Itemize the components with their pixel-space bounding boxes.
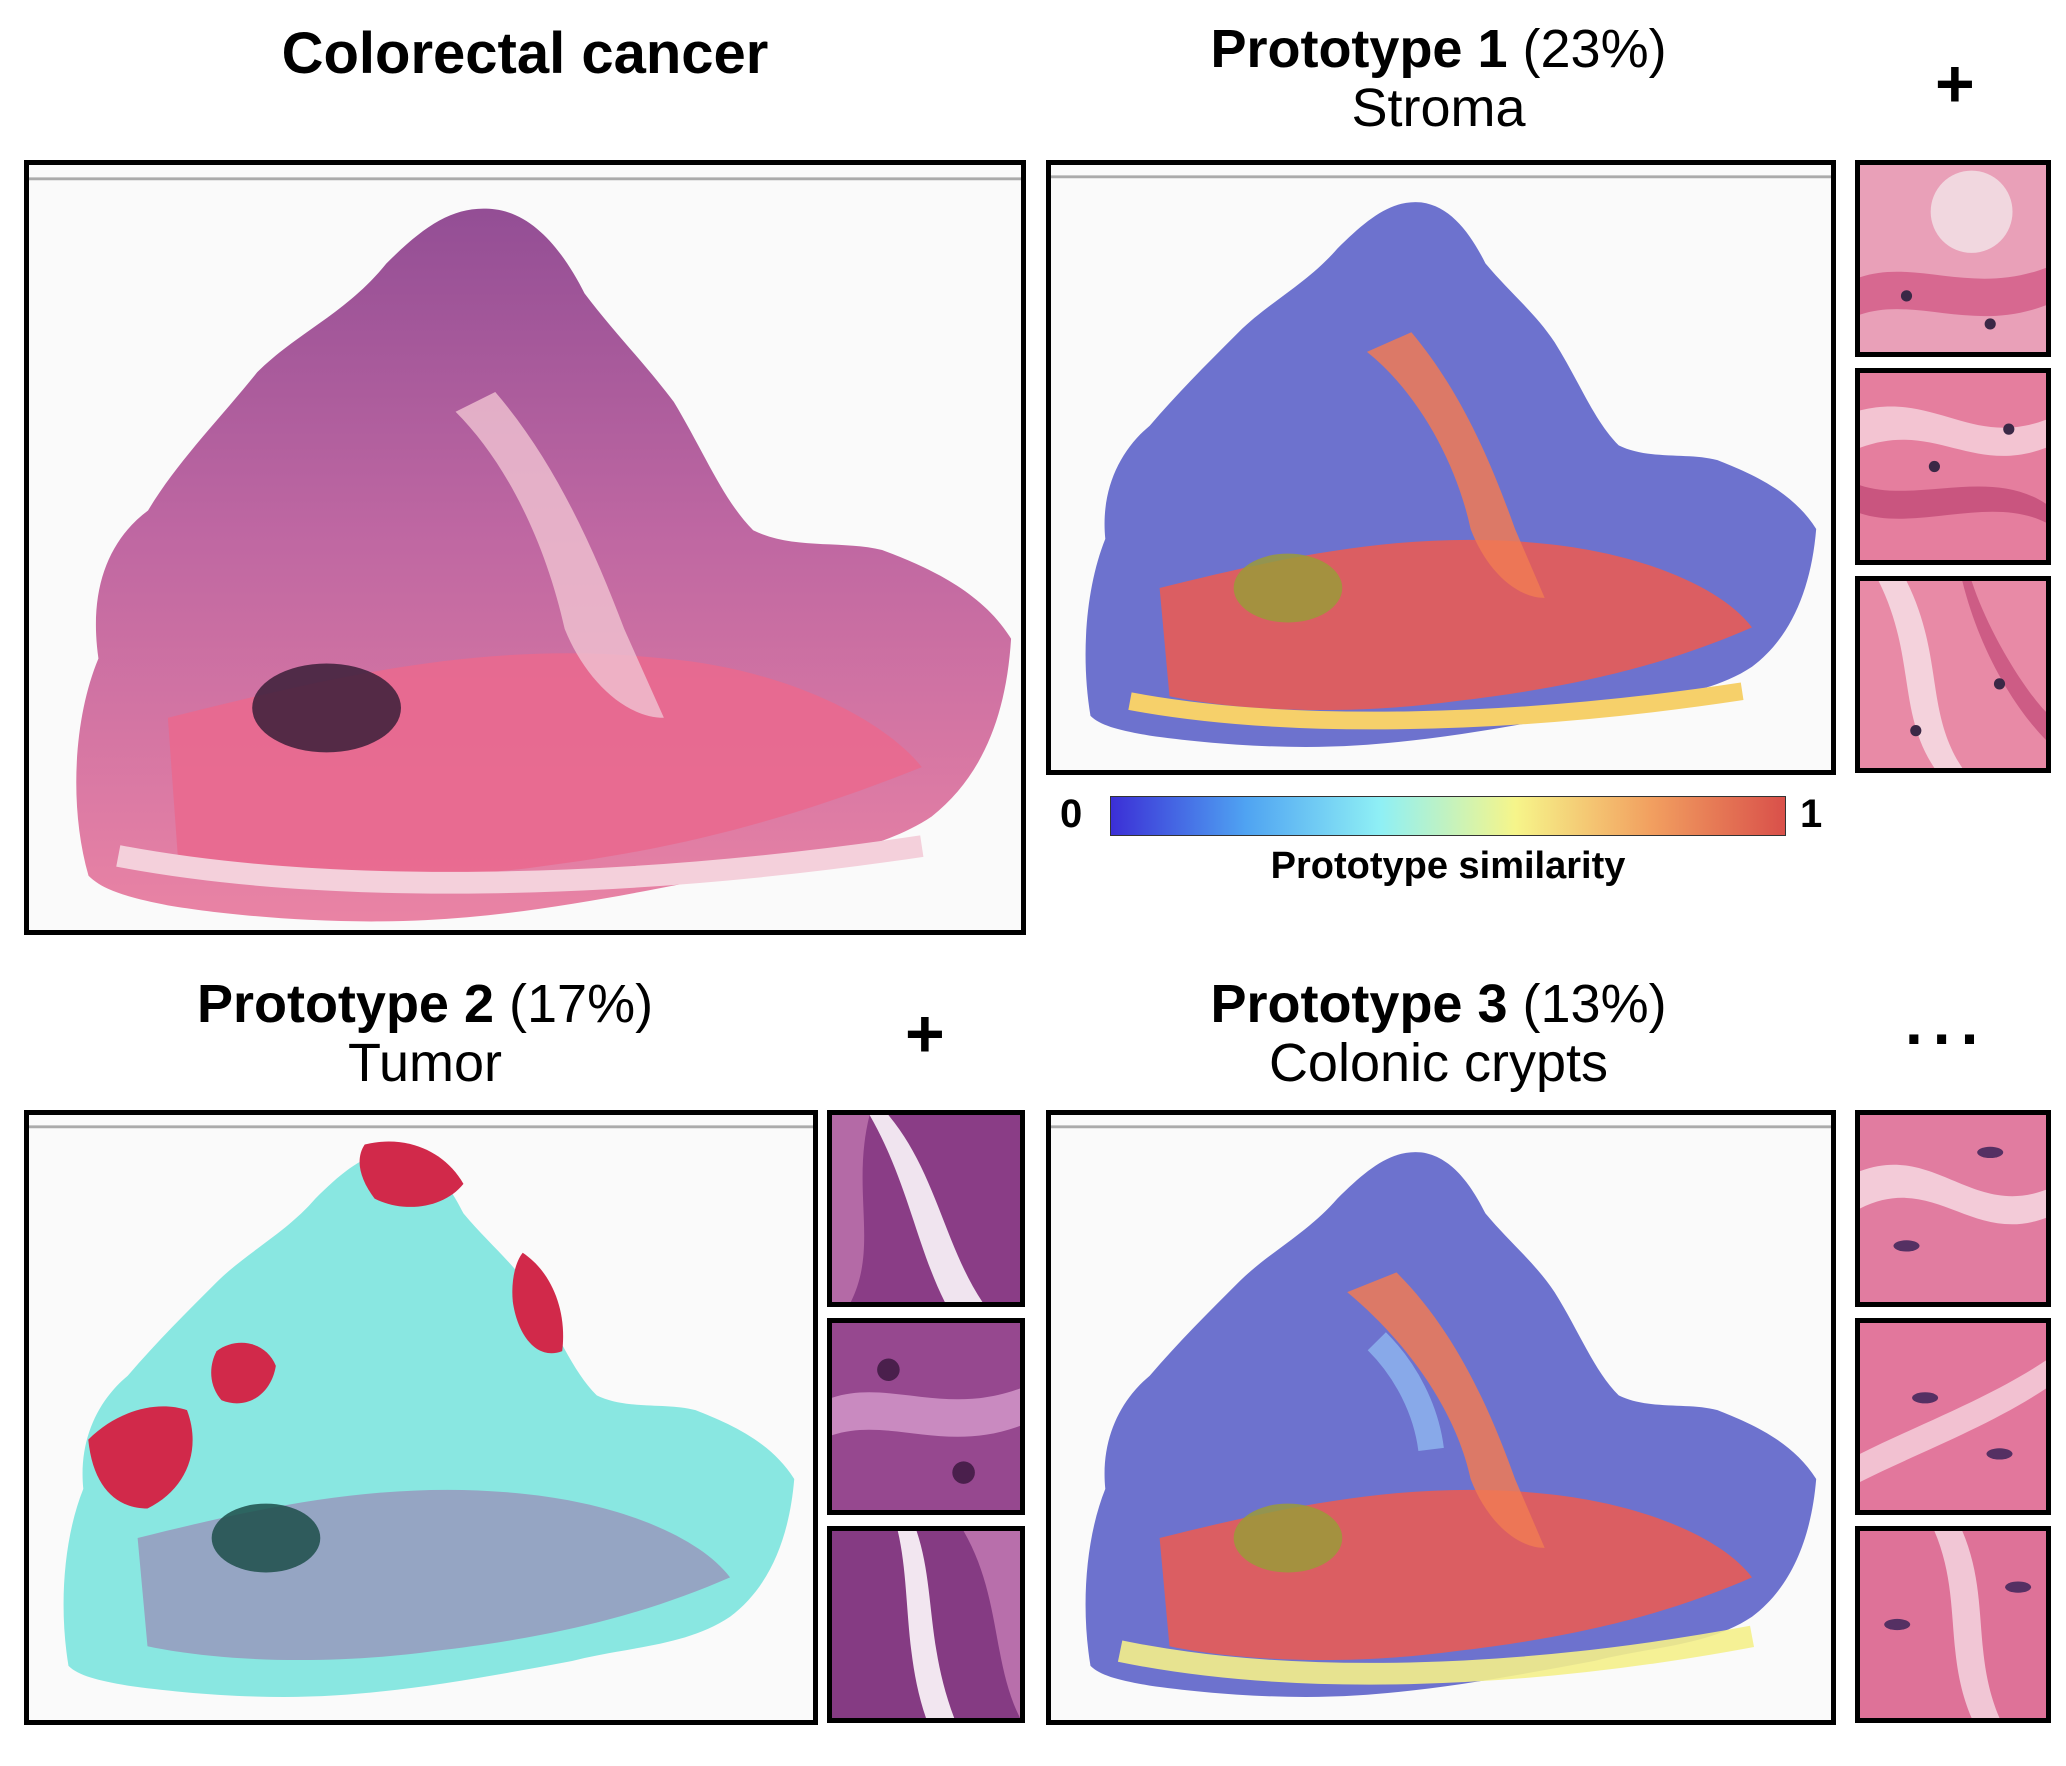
prototype-3-patch-2	[1855, 1318, 2051, 1515]
prototype-3-percent: (13%)	[1522, 974, 1667, 1034]
colorbar-label: Prototype similarity	[1270, 845, 1626, 887]
plus-icon: +	[1935, 46, 1975, 122]
prototype-3-patch-1	[1855, 1110, 2051, 1307]
prototype-3-title: Prototype 3 (13%) Colonic crypts	[1046, 974, 1831, 1094]
prototype-2-heatmap	[24, 1110, 818, 1725]
prototype-2-patch-1	[827, 1110, 1025, 1307]
prototype-1-patch-3	[1855, 576, 2051, 773]
ellipsis-icon: ...	[1905, 986, 1989, 1058]
prototype-2-tissue: Tumor	[347, 1033, 502, 1094]
prototype-3-heatmap	[1046, 1110, 1836, 1725]
similarity-colorbar	[1110, 796, 1786, 836]
prototype-1-tissue: Stroma	[1351, 78, 1526, 139]
prototype-3-tissue: Colonic crypts	[1268, 1033, 1609, 1094]
prototype-1-title: Prototype 1 (23%) Stroma	[1046, 19, 1831, 139]
original-title: Colorectal cancer	[281, 21, 769, 86]
prototype-3-patch-3	[1855, 1526, 2051, 1723]
colorbar-min-label: 0	[1060, 792, 1083, 836]
colorbar-max-label: 1	[1800, 792, 1823, 836]
prototype-1-patch-1	[1855, 160, 2051, 357]
prototype-2-name: Prototype 2	[196, 974, 494, 1034]
prototype-2-patch-3	[827, 1526, 1025, 1723]
prototype-1-patch-2	[1855, 368, 2051, 565]
original-slide	[24, 160, 1026, 935]
prototype-1-percent: (23%)	[1522, 19, 1667, 79]
plus-icon: +	[905, 996, 945, 1072]
prototype-1-heatmap	[1046, 160, 1836, 775]
prototype-3-name: Prototype 3	[1210, 974, 1508, 1034]
prototype-2-patch-2	[827, 1318, 1025, 1515]
prototype-2-title: Prototype 2 (17%) Tumor	[20, 974, 830, 1094]
prototype-1-name: Prototype 1	[1210, 19, 1508, 79]
prototype-2-percent: (17%)	[509, 974, 654, 1034]
